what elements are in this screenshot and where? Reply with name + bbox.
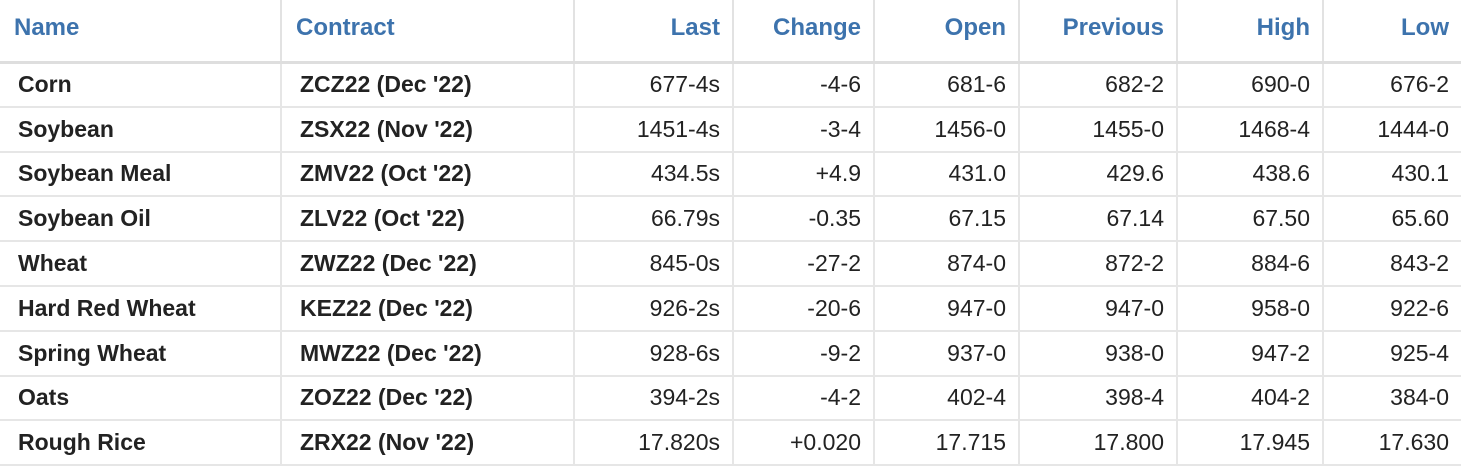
header-row: Name Contract Last Change Open Previous … — [0, 0, 1461, 64]
price-change: -20-6 — [733, 285, 875, 332]
high-price: 947-2 — [1177, 330, 1324, 377]
table-row: Spring Wheat MWZ22 (Dec '22) 928-6s -9-2… — [0, 330, 1461, 377]
low-price: 843-2 — [1323, 241, 1461, 287]
last-price: 845-0s — [574, 241, 734, 287]
column-header-contract[interactable]: Contract — [281, 0, 575, 64]
table-body: Corn ZCZ22 (Dec '22) 677-4s -4-6 681-6 6… — [0, 62, 1461, 466]
low-price: 922-6 — [1323, 285, 1461, 332]
contract-link[interactable]: ZSX22 (Nov '22) — [281, 106, 575, 153]
commodity-name-link[interactable]: Soybean Meal — [0, 151, 282, 198]
column-header-name[interactable]: Name — [0, 0, 282, 64]
previous-price: 1455-0 — [1019, 106, 1178, 153]
contract-link[interactable]: KEZ22 (Dec '22) — [281, 285, 575, 332]
contract-link[interactable]: MWZ22 (Dec '22) — [281, 330, 575, 377]
table-header: Name Contract Last Change Open Previous … — [0, 0, 1461, 64]
high-price: 17.945 — [1177, 420, 1324, 466]
open-price: 874-0 — [874, 241, 1020, 287]
last-price: 928-6s — [574, 330, 734, 377]
open-price: 402-4 — [874, 375, 1020, 422]
last-price: 17.820s — [574, 420, 734, 466]
previous-price: 17.800 — [1019, 420, 1178, 466]
contract-link[interactable]: ZOZ22 (Dec '22) — [281, 375, 575, 422]
high-price: 690-0 — [1177, 62, 1324, 108]
table-row: Rough Rice ZRX22 (Nov '22) 17.820s +0.02… — [0, 420, 1461, 466]
last-price: 677-4s — [574, 62, 734, 108]
previous-price: 429.6 — [1019, 151, 1178, 198]
price-change: -0.35 — [733, 196, 875, 243]
commodity-name-link[interactable]: Oats — [0, 375, 282, 422]
commodity-name-link[interactable]: Spring Wheat — [0, 330, 282, 377]
low-price: 1444-0 — [1323, 106, 1461, 153]
price-change: +4.9 — [733, 151, 875, 198]
open-price: 947-0 — [874, 285, 1020, 332]
contract-link[interactable]: ZWZ22 (Dec '22) — [281, 241, 575, 287]
price-change: -9-2 — [733, 330, 875, 377]
table-row: Soybean Oil ZLV22 (Oct '22) 66.79s -0.35… — [0, 196, 1461, 243]
open-price: 1456-0 — [874, 106, 1020, 153]
price-change: -4-2 — [733, 375, 875, 422]
price-change: -3-4 — [733, 106, 875, 153]
last-price: 434.5s — [574, 151, 734, 198]
contract-link[interactable]: ZCZ22 (Dec '22) — [281, 62, 575, 108]
previous-price: 947-0 — [1019, 285, 1178, 332]
open-price: 431.0 — [874, 151, 1020, 198]
last-price: 926-2s — [574, 285, 734, 332]
column-header-high[interactable]: High — [1177, 0, 1324, 64]
table-row: Soybean Meal ZMV22 (Oct '22) 434.5s +4.9… — [0, 151, 1461, 198]
high-price: 884-6 — [1177, 241, 1324, 287]
low-price: 17.630 — [1323, 420, 1461, 466]
open-price: 67.15 — [874, 196, 1020, 243]
table-row: Hard Red Wheat KEZ22 (Dec '22) 926-2s -2… — [0, 285, 1461, 332]
high-price: 438.6 — [1177, 151, 1324, 198]
commodity-name-link[interactable]: Soybean Oil — [0, 196, 282, 243]
open-price: 937-0 — [874, 330, 1020, 377]
open-price: 681-6 — [874, 62, 1020, 108]
contract-link[interactable]: ZRX22 (Nov '22) — [281, 420, 575, 466]
column-header-last[interactable]: Last — [574, 0, 734, 64]
column-header-open[interactable]: Open — [874, 0, 1020, 64]
commodity-name-link[interactable]: Soybean — [0, 106, 282, 153]
contract-link[interactable]: ZLV22 (Oct '22) — [281, 196, 575, 243]
previous-price: 938-0 — [1019, 330, 1178, 377]
low-price: 430.1 — [1323, 151, 1461, 198]
low-price: 925-4 — [1323, 330, 1461, 377]
low-price: 676-2 — [1323, 62, 1461, 108]
column-header-change[interactable]: Change — [733, 0, 875, 64]
column-header-low[interactable]: Low — [1323, 0, 1461, 64]
high-price: 404-2 — [1177, 375, 1324, 422]
previous-price: 67.14 — [1019, 196, 1178, 243]
commodity-name-link[interactable]: Corn — [0, 62, 282, 108]
last-price: 66.79s — [574, 196, 734, 243]
open-price: 17.715 — [874, 420, 1020, 466]
previous-price: 872-2 — [1019, 241, 1178, 287]
last-price: 394-2s — [574, 375, 734, 422]
commodity-name-link[interactable]: Hard Red Wheat — [0, 285, 282, 332]
commodity-name-link[interactable]: Rough Rice — [0, 420, 282, 466]
column-header-previous[interactable]: Previous — [1019, 0, 1178, 64]
table-row: Oats ZOZ22 (Dec '22) 394-2s -4-2 402-4 3… — [0, 375, 1461, 422]
previous-price: 398-4 — [1019, 375, 1178, 422]
high-price: 1468-4 — [1177, 106, 1324, 153]
low-price: 384-0 — [1323, 375, 1461, 422]
table-row: Wheat ZWZ22 (Dec '22) 845-0s -27-2 874-0… — [0, 241, 1461, 287]
table-row: Soybean ZSX22 (Nov '22) 1451-4s -3-4 145… — [0, 106, 1461, 153]
high-price: 67.50 — [1177, 196, 1324, 243]
price-change: +0.020 — [733, 420, 875, 466]
last-price: 1451-4s — [574, 106, 734, 153]
low-price: 65.60 — [1323, 196, 1461, 243]
contract-link[interactable]: ZMV22 (Oct '22) — [281, 151, 575, 198]
previous-price: 682-2 — [1019, 62, 1178, 108]
table-row: Corn ZCZ22 (Dec '22) 677-4s -4-6 681-6 6… — [0, 62, 1461, 108]
price-change: -4-6 — [733, 62, 875, 108]
price-change: -27-2 — [733, 241, 875, 287]
commodity-name-link[interactable]: Wheat — [0, 241, 282, 287]
high-price: 958-0 — [1177, 285, 1324, 332]
